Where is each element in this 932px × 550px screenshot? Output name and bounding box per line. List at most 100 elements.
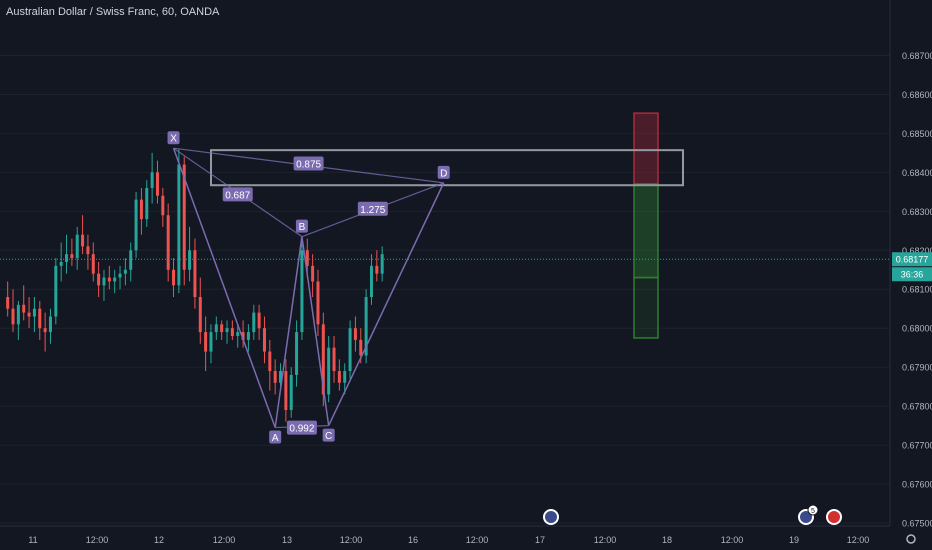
target-zone-2 xyxy=(633,276,659,339)
candle-body xyxy=(27,312,31,317)
candle-body xyxy=(353,328,357,340)
candle-body xyxy=(48,316,52,333)
price-tick-label: 0.67900 xyxy=(902,363,932,373)
stop-loss-zone xyxy=(633,112,659,185)
candle-body xyxy=(252,312,256,333)
candle-body xyxy=(139,199,143,220)
candle-body xyxy=(32,308,36,317)
candle-body xyxy=(172,269,176,286)
candle-body xyxy=(107,277,111,282)
zone-rectangle xyxy=(210,149,684,187)
candle-body xyxy=(81,234,85,247)
ratio-badge xyxy=(357,201,388,216)
flag-event-icon[interactable] xyxy=(543,509,559,525)
pattern-leg xyxy=(327,182,445,426)
pattern-point-label: X xyxy=(170,134,177,145)
ratio-label: 0.875 xyxy=(296,160,321,171)
candle-body xyxy=(86,246,90,255)
time-tick-label: 12:00 xyxy=(847,535,870,545)
countdown-label: 36:36 xyxy=(901,270,924,280)
pattern-point-label: C xyxy=(325,431,332,442)
time-tick-label: 17 xyxy=(535,535,545,545)
gear-icon[interactable] xyxy=(906,534,916,544)
candle-body xyxy=(54,265,58,317)
candle-body xyxy=(188,250,192,270)
candle-body xyxy=(22,304,26,313)
pattern-point-badge xyxy=(269,430,282,444)
price-axis[interactable]: 0.67500 0.67600 0.67700 0.67800 0.67900 0.680… xyxy=(889,0,932,529)
candle-body xyxy=(193,250,197,298)
candle-body xyxy=(91,254,95,274)
ratio-badge xyxy=(222,187,253,202)
time-axis[interactable]: 11 12:00 12 12:00 13 12:00 16 12:00 17 12:00 18 12:… xyxy=(0,525,916,545)
candle-body xyxy=(236,332,240,336)
candle-body xyxy=(97,273,101,286)
candle-body xyxy=(348,328,352,372)
event-count-badge xyxy=(807,504,819,516)
candle-body xyxy=(198,297,202,333)
candle-body xyxy=(11,308,15,325)
candle-body xyxy=(279,371,283,383)
pattern-point-badge xyxy=(322,428,335,442)
candle-body xyxy=(209,332,213,352)
time-tick-label: 12:00 xyxy=(466,535,489,545)
price-tick-label: 0.68600 xyxy=(902,90,932,100)
harmonic-pattern[interactable]: X A B C D 0.687 0.875 1.275 0.992 xyxy=(167,131,450,444)
candle-body xyxy=(65,254,69,262)
candle-body xyxy=(359,339,363,356)
candle-body xyxy=(150,172,154,188)
time-tick-label: 12:00 xyxy=(594,535,617,545)
candle-body xyxy=(369,265,373,298)
candle-body xyxy=(321,324,325,395)
time-tick-label: 12:00 xyxy=(213,535,236,545)
event-dot xyxy=(800,511,812,523)
long-position-tool[interactable] xyxy=(633,112,659,339)
candle-body xyxy=(262,328,266,352)
target-zone-1 xyxy=(633,183,659,279)
candle-body xyxy=(273,371,277,383)
candle-body xyxy=(75,234,79,259)
event-dot xyxy=(828,511,840,523)
candle-body xyxy=(155,172,159,196)
candle-body xyxy=(327,347,331,395)
candle-body xyxy=(332,347,336,372)
candle-body xyxy=(305,250,309,266)
countdown-badge xyxy=(892,267,932,282)
price-tick-label: 0.67500 xyxy=(902,519,932,529)
candle-body xyxy=(182,164,186,270)
alert-event-icon[interactable] xyxy=(826,509,842,525)
candle-body xyxy=(246,332,250,340)
candle-body xyxy=(16,304,20,325)
last-price-badge xyxy=(892,252,932,267)
resistance-zone[interactable] xyxy=(210,149,684,187)
candle-body xyxy=(220,324,224,333)
candle-body xyxy=(225,328,229,333)
ratio-label: 0.687 xyxy=(225,190,250,201)
candle-body xyxy=(311,265,315,282)
pattern-point-badge xyxy=(295,219,308,233)
pattern-point-label: B xyxy=(299,222,306,233)
candle-body xyxy=(145,187,149,220)
time-tick-label: 12:00 xyxy=(721,535,744,545)
pattern-leg xyxy=(172,147,276,428)
time-tick-label: 12:00 xyxy=(86,535,109,545)
flag-event-icon[interactable]: 5 xyxy=(798,504,819,525)
candle-body xyxy=(161,195,165,216)
time-tick-label: 16 xyxy=(408,535,418,545)
candle-body xyxy=(166,215,170,270)
price-tick-label: 0.68700 xyxy=(902,51,932,61)
candle-body xyxy=(375,265,379,274)
candle-series xyxy=(6,148,384,422)
candle-body xyxy=(241,332,245,340)
pattern-point-label: A xyxy=(272,433,279,444)
candle-body xyxy=(316,281,320,325)
pattern-leg xyxy=(274,236,303,428)
candle-body xyxy=(343,371,347,383)
candle-body xyxy=(214,324,218,333)
candle-body xyxy=(380,254,384,274)
time-tick-label: 12:00 xyxy=(340,535,363,545)
ratio-label: 1.275 xyxy=(360,205,385,216)
event-markers[interactable]: 5 xyxy=(543,504,842,525)
